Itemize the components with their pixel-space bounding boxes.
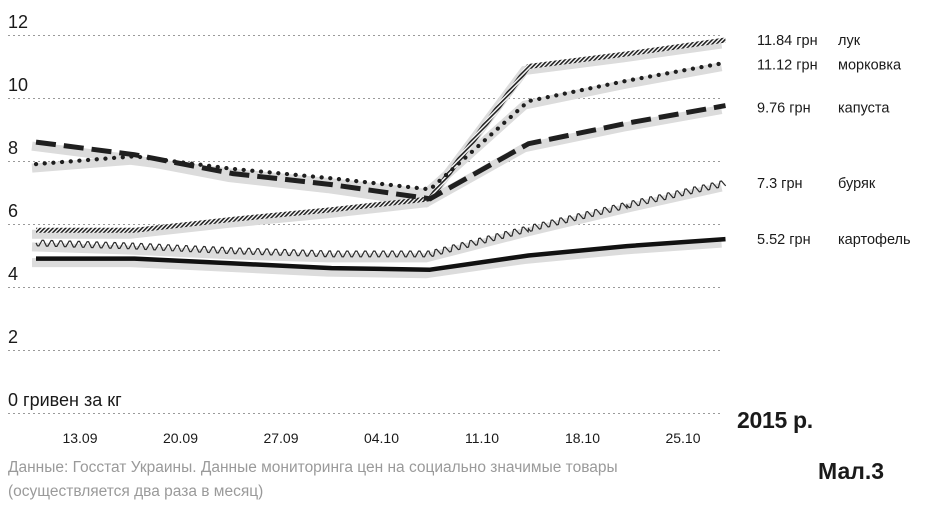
y-axis-ticks: 0 гривен за кг 2 4 6 8 10 12 xyxy=(8,12,122,410)
series-shadow-- xyxy=(32,39,723,239)
y-tick-2: 2 xyxy=(8,327,18,347)
series-labels: 11.84 грн лук 11.12 грн морковка 9.76 грн кап… xyxy=(757,33,911,248)
series-name--: капуста xyxy=(838,101,890,117)
series-name--: лук xyxy=(838,33,861,49)
x-tick-20.09: 20.09 xyxy=(163,430,198,446)
x-tick-25.10: 25.10 xyxy=(665,430,700,446)
series-name--: буряк xyxy=(838,176,876,192)
x-tick-27.09: 27.09 xyxy=(263,430,298,446)
y-tick-4: 4 xyxy=(8,264,18,284)
gridlines xyxy=(8,35,722,414)
y-tick-12: 12 xyxy=(8,12,28,32)
y-tick-8: 8 xyxy=(8,138,18,158)
series-shadow-- xyxy=(32,238,722,279)
x-axis-year-label: 2015 р. xyxy=(737,407,813,433)
y-tick-0: 0 гривен за кг xyxy=(8,390,122,410)
series-shadow-- xyxy=(31,182,723,263)
series-shadows xyxy=(31,39,723,279)
x-tick-18.10: 18.10 xyxy=(565,430,600,446)
series-shadow-- xyxy=(31,105,723,208)
x-axis-ticks: 13.09 20.09 27.09 04.10 11.10 18.10 25.10 xyxy=(62,430,700,446)
source-note: Данные: Госстат Украины. Данные монитори… xyxy=(8,459,618,500)
series-line-- xyxy=(36,236,726,272)
series-line-- xyxy=(36,37,726,233)
series-lines xyxy=(33,37,728,272)
value-label--: 11.12 грн xyxy=(757,58,818,74)
value-label--: 9.76 грн xyxy=(757,101,811,117)
y-tick-10: 10 xyxy=(8,75,28,95)
series-line-- xyxy=(35,180,727,258)
price-line-chart: 0 гривен за кг 2 4 6 8 10 12 13.09 20.09 27.09 04… xyxy=(8,12,911,446)
figure-number: Мал.3 xyxy=(818,458,885,484)
x-tick-13.09: 13.09 xyxy=(62,430,97,446)
x-tick-04.10: 04.10 xyxy=(364,430,399,446)
value-label--: 11.84 грн xyxy=(757,33,818,49)
value-label--: 7.3 грн xyxy=(757,176,803,192)
series-name--: картофель xyxy=(838,232,911,248)
series-name--: морковка xyxy=(838,58,902,74)
value-label--: 5.52 грн xyxy=(757,232,811,248)
x-tick-11.10: 11.10 xyxy=(465,430,499,446)
series-line-- xyxy=(35,103,726,202)
y-tick-6: 6 xyxy=(8,201,18,221)
series-line-- xyxy=(33,60,728,192)
